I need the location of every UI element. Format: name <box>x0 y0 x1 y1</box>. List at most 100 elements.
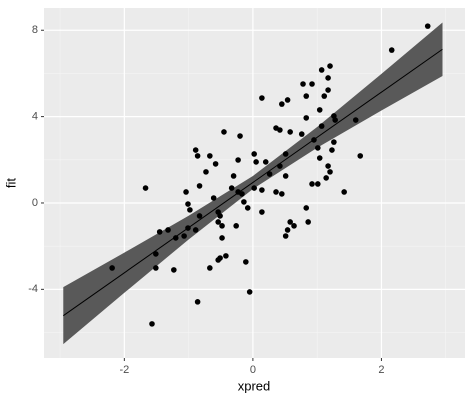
data-point <box>192 147 199 153</box>
data-point <box>196 213 203 219</box>
data-point <box>219 235 225 241</box>
data-point <box>341 189 347 195</box>
data-point <box>212 161 219 167</box>
data-point <box>277 127 283 133</box>
data-point <box>203 169 209 175</box>
data-point <box>329 147 335 153</box>
data-point <box>327 169 333 175</box>
y-tick-label: -4 <box>28 283 38 295</box>
data-point <box>325 87 331 93</box>
data-point <box>210 195 217 201</box>
data-point <box>207 153 213 159</box>
data-point <box>237 133 243 139</box>
data-point <box>311 137 317 143</box>
data-point <box>316 155 323 161</box>
data-point <box>282 233 289 239</box>
data-point <box>291 223 297 229</box>
data-point <box>284 97 291 103</box>
data-point <box>424 23 431 29</box>
data-point <box>323 175 329 181</box>
data-point <box>325 163 331 169</box>
data-point <box>277 163 283 169</box>
data-point <box>332 117 338 123</box>
x-tick-label: 2 <box>378 364 384 376</box>
data-point <box>192 227 199 233</box>
data-point <box>246 289 253 295</box>
data-point <box>357 153 364 159</box>
data-point <box>165 227 171 233</box>
data-point <box>171 267 177 273</box>
data-point <box>219 223 225 229</box>
data-point <box>303 205 310 211</box>
data-point <box>251 185 257 191</box>
data-point <box>282 173 289 179</box>
data-point <box>243 259 249 265</box>
data-point <box>300 81 306 87</box>
data-point <box>388 47 395 53</box>
data-point <box>318 123 325 129</box>
data-point <box>316 107 323 113</box>
data-point <box>327 63 333 69</box>
data-point <box>194 153 201 159</box>
data-point <box>217 213 223 219</box>
data-point <box>315 181 321 187</box>
data-point <box>149 321 155 327</box>
data-point <box>352 117 359 123</box>
y-tick-label: 4 <box>32 111 38 123</box>
data-point <box>287 129 293 135</box>
data-point <box>215 219 221 225</box>
data-point <box>273 189 279 195</box>
data-point <box>284 227 291 233</box>
data-point <box>153 251 159 257</box>
data-point <box>235 157 241 163</box>
data-point <box>228 185 235 191</box>
data-point <box>183 189 189 195</box>
data-point <box>223 253 229 259</box>
data-point <box>251 151 257 157</box>
data-point <box>279 191 285 197</box>
data-point <box>309 181 315 187</box>
data-point <box>305 219 311 225</box>
data-point <box>253 159 259 165</box>
data-point <box>309 81 315 87</box>
data-point <box>325 75 331 81</box>
data-point <box>282 151 289 157</box>
data-point <box>259 209 265 215</box>
data-point <box>217 255 223 261</box>
y-tick-label: 0 <box>32 197 38 209</box>
x-axis-title: xpred <box>238 378 271 393</box>
data-point <box>241 199 247 205</box>
data-point <box>142 185 149 191</box>
data-point <box>172 235 179 241</box>
data-point <box>233 223 239 229</box>
data-point <box>109 265 115 271</box>
data-point <box>321 93 328 99</box>
data-point <box>279 101 285 107</box>
data-point <box>185 225 191 231</box>
data-point <box>315 145 321 151</box>
data-point <box>303 93 310 99</box>
data-point <box>266 171 273 177</box>
x-tick-label: 0 <box>250 364 256 376</box>
data-point <box>259 187 265 193</box>
data-point <box>239 191 245 197</box>
x-tick-label: -2 <box>119 364 129 376</box>
data-point <box>287 219 293 225</box>
data-point <box>331 139 337 145</box>
data-point <box>181 233 187 239</box>
confidence-band <box>63 22 443 345</box>
data-point <box>185 201 191 207</box>
data-point <box>194 299 201 305</box>
y-axis-title: fit <box>3 178 18 189</box>
data-point <box>318 67 325 73</box>
y-tick-label: 8 <box>32 24 38 36</box>
data-point <box>230 173 237 179</box>
fit-line <box>62 48 443 317</box>
data-point <box>303 115 310 121</box>
data-point <box>196 183 203 189</box>
data-point <box>207 265 213 271</box>
data-point <box>298 131 305 137</box>
data-point <box>244 205 251 211</box>
data-point <box>187 207 193 213</box>
